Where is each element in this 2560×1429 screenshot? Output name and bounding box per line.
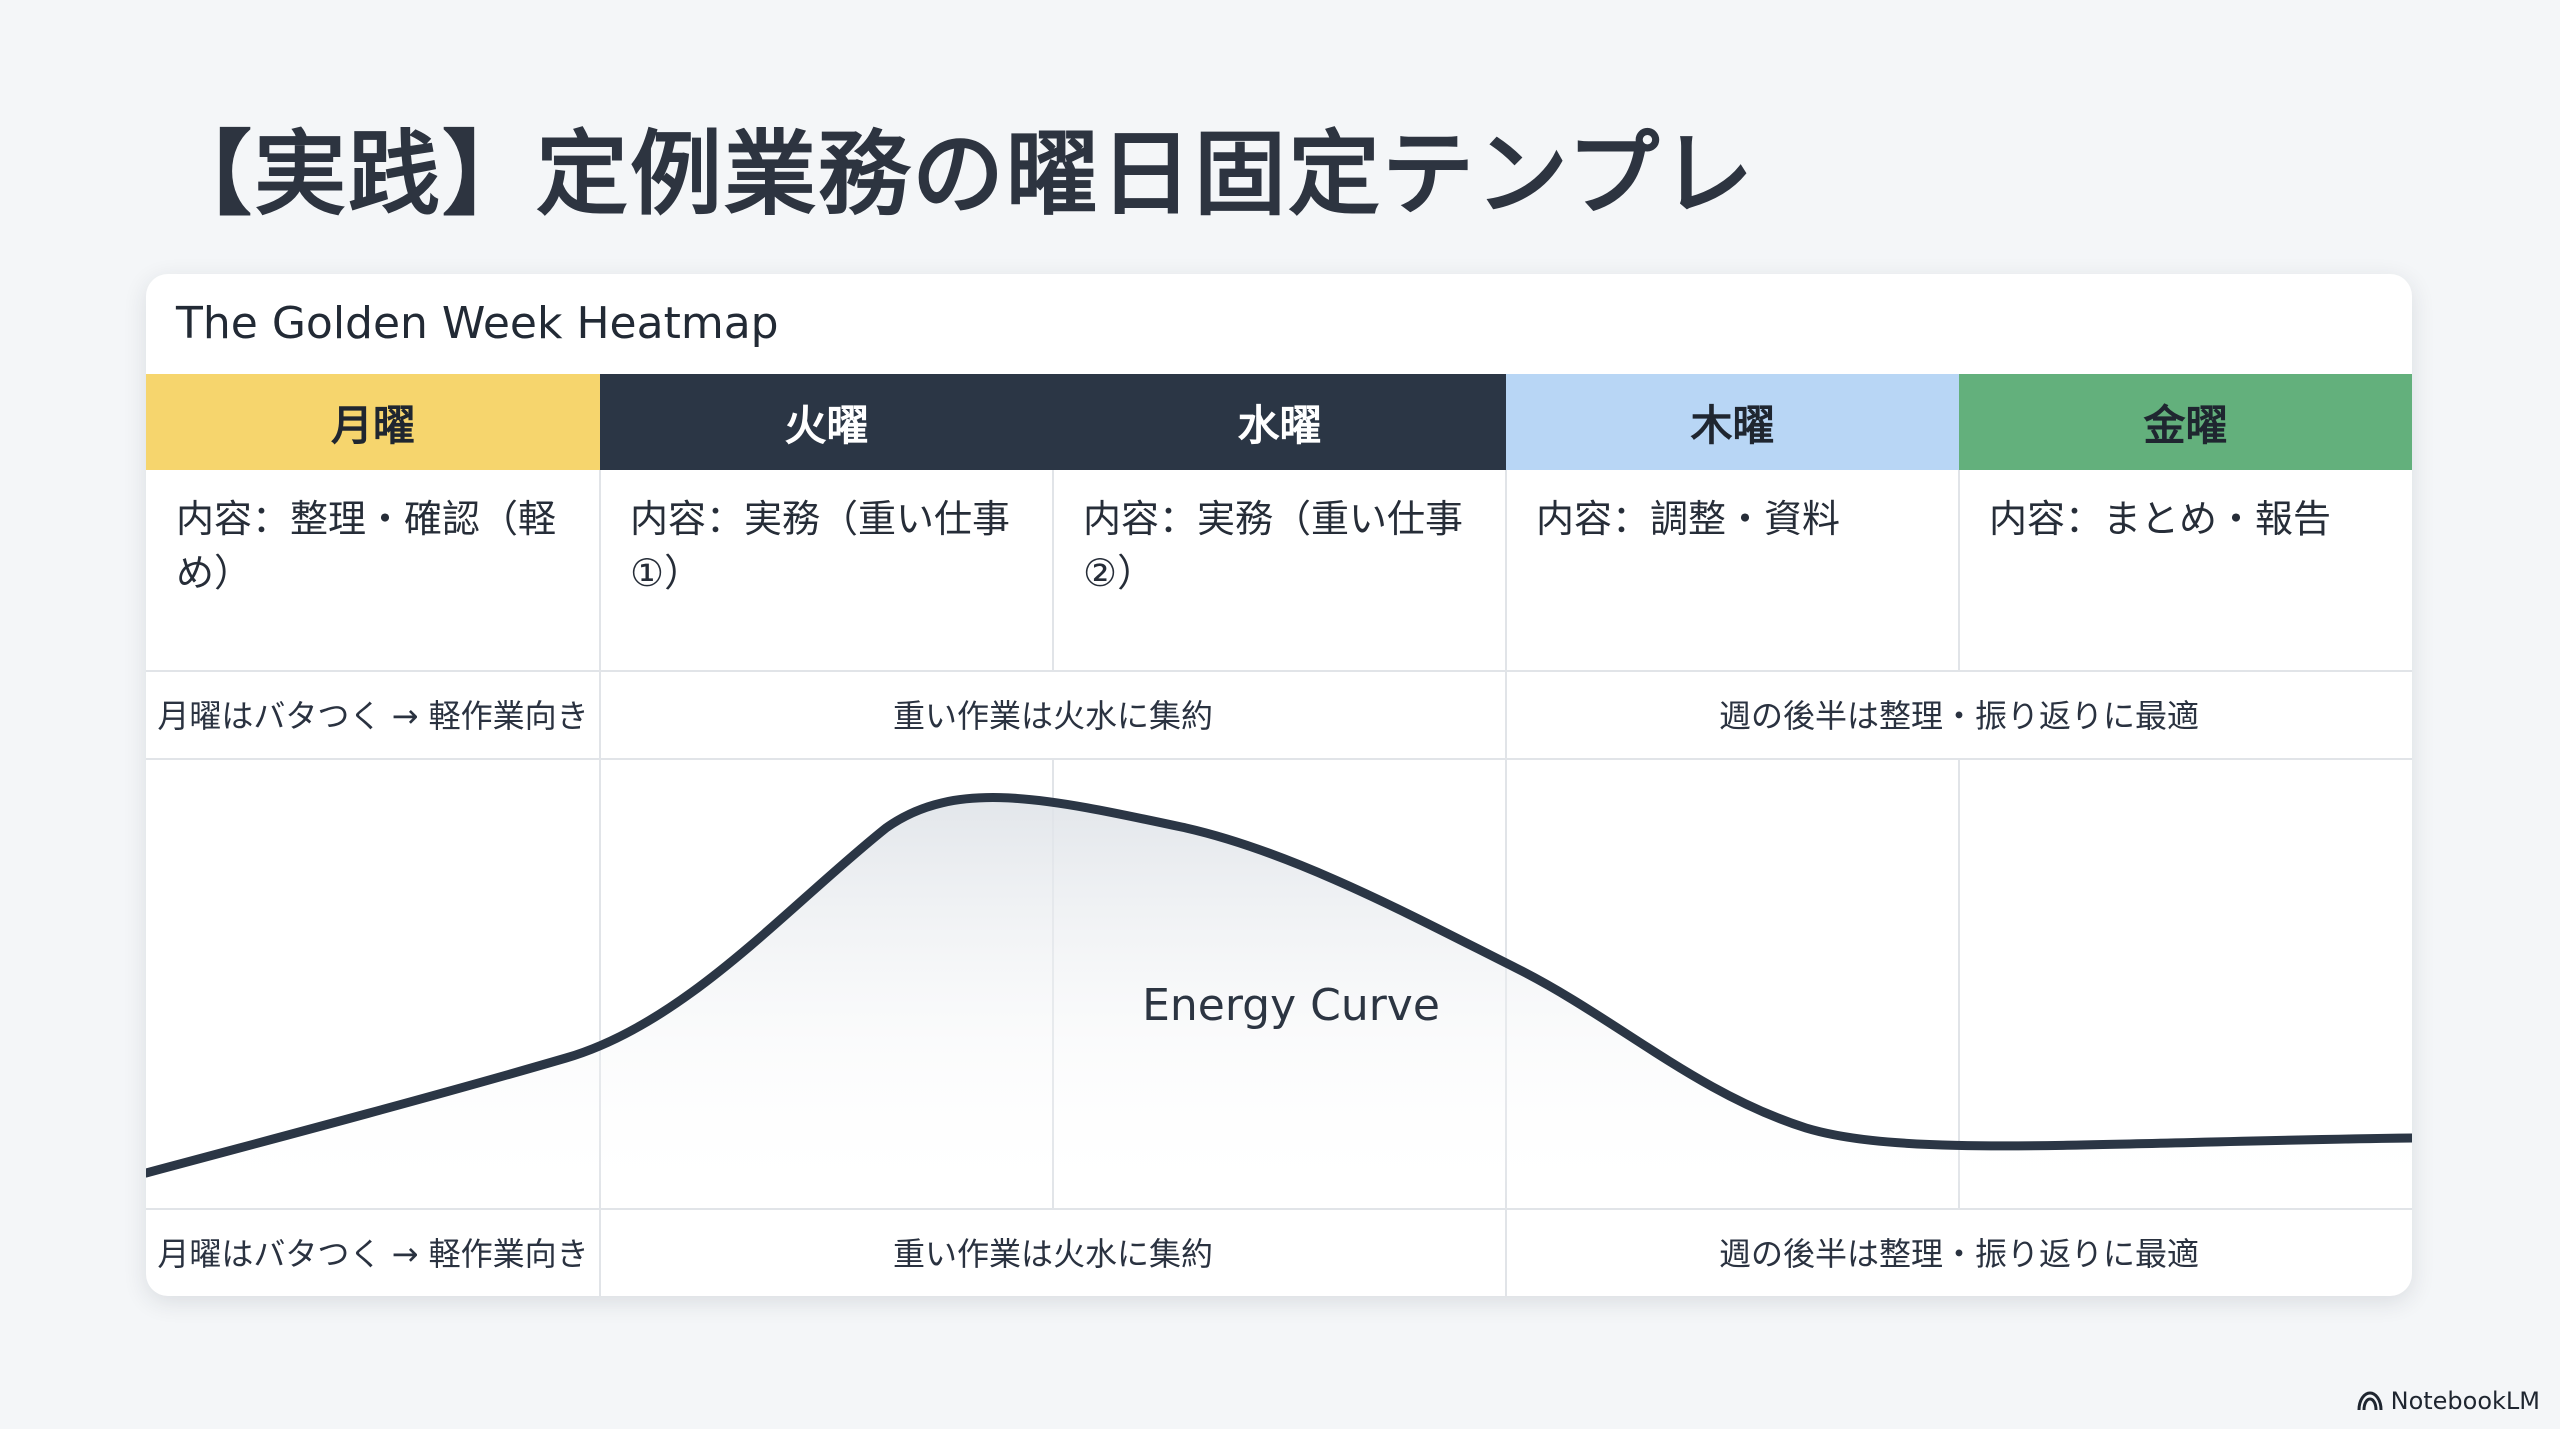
watermark-text: NotebookLM: [2390, 1387, 2540, 1415]
divider: [146, 670, 2412, 672]
heatmap-card: The Golden Week Heatmap 月曜 火曜 水曜 木曜 金曜 内…: [146, 274, 2412, 1296]
day-header-row: 月曜 火曜 水曜 木曜 金曜: [146, 374, 2412, 470]
note-thu-fri: 週の後半は整理・振り返りに最適: [1718, 1235, 2199, 1273]
divider: [1958, 758, 1960, 1208]
divider: [1958, 470, 1960, 670]
day-label: 金曜: [2143, 400, 2228, 450]
content-cell-friday: 内容：まとめ・報告: [1989, 497, 2332, 541]
day-label: 木曜: [1690, 400, 1775, 450]
divider: [1052, 470, 1054, 670]
notebooklm-watermark: NotebookLM: [2357, 1387, 2540, 1415]
note-monday: 月曜はバタつく → 軽作業向き: [157, 1235, 589, 1273]
energy-curve-chart: [146, 793, 2412, 1208]
day-header-wednesday: 水曜: [1053, 374, 1506, 470]
notebooklm-logo-icon: [2357, 1391, 2383, 1411]
energy-curve-line: [146, 793, 2412, 1178]
divider: [146, 758, 2412, 760]
content-cell-tuesday: 内容：実務（重い仕事①）: [630, 497, 1011, 595]
notes-row-bottom: 月曜はバタつく → 軽作業向き 重い作業は火水に集約 週の後半は整理・振り返りに…: [146, 1208, 2412, 1296]
day-header-thursday: 木曜: [1506, 374, 1959, 470]
day-header-monday: 月曜: [146, 374, 600, 470]
note-thu-fri: 週の後半は整理・振り返りに最適: [1718, 697, 2199, 735]
page-title: 【実践】定例業務の曜日固定テンプレ: [160, 121, 1756, 228]
divider: [1505, 470, 1507, 1296]
energy-curve-label: Energy Curve: [1142, 980, 1440, 1031]
day-label: 月曜: [330, 400, 415, 450]
energy-curve-area: Energy Curve: [146, 758, 2412, 1208]
note-monday: 月曜はバタつく → 軽作業向き: [157, 697, 589, 735]
day-header-tuesday: 火曜: [600, 374, 1053, 470]
divider: [146, 1208, 2412, 1210]
notes-row-top: 月曜はバタつく → 軽作業向き 重い作業は火水に集約 週の後半は整理・振り返りに…: [146, 670, 2412, 758]
day-label: 水曜: [1237, 400, 1322, 450]
content-cell-thursday: 内容：調整・資料: [1536, 497, 1841, 541]
note-tue-wed: 重い作業は火水に集約: [892, 1235, 1213, 1273]
divider: [599, 470, 601, 1296]
note-tue-wed: 重い作業は火水に集約: [892, 697, 1213, 735]
content-cell-wednesday: 内容：実務（重い仕事②）: [1083, 497, 1464, 595]
energy-curve-fill: [146, 797, 2412, 1208]
day-label: 火曜: [784, 400, 869, 450]
day-header-friday: 金曜: [1959, 374, 2412, 470]
content-cell-monday: 内容：整理・確認（軽め）: [176, 497, 557, 595]
card-title: The Golden Week Heatmap: [176, 298, 779, 349]
